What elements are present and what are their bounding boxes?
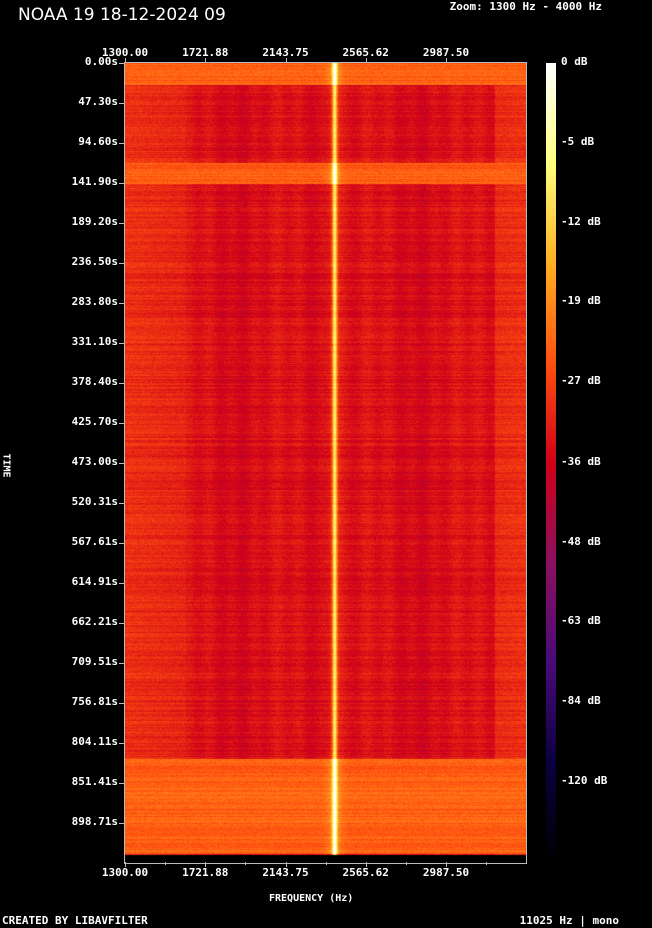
- y-tick-mark: [119, 823, 124, 824]
- y-tick-label: 898.71s: [71, 815, 118, 828]
- y-tick-label: 756.81s: [71, 695, 118, 708]
- x-tick-mark: [446, 862, 447, 867]
- y-tick-mark: [119, 623, 124, 624]
- y-tick-mark: [119, 663, 124, 664]
- y-tick-label: 567.61s: [71, 535, 118, 548]
- x-tick-label: 2987.50: [422, 46, 470, 59]
- x-tick-mark: [125, 58, 126, 62]
- x-tick-label: 2143.75: [262, 46, 309, 59]
- x-tick-mark: [285, 58, 287, 62]
- y-tick-label: 804.11s: [71, 735, 118, 748]
- y-tick-mark: [119, 223, 124, 224]
- colorbar-label: -12 dB: [561, 215, 601, 228]
- x-tick-label: 1300.00: [101, 866, 149, 879]
- colorbar-label: 0 dB: [561, 55, 588, 68]
- x-tick-mark: [205, 58, 207, 62]
- y-tick-label: 520.31s: [71, 495, 118, 508]
- footer-sample-rate: 11025 Hz | mono: [519, 914, 619, 927]
- y-tick-mark: [119, 703, 124, 704]
- x-minor-tick-mark: [325, 862, 327, 865]
- x-minor-tick-mark: [486, 862, 488, 865]
- colorbar-label: -36 dB: [561, 455, 601, 468]
- x-tick-mark: [205, 862, 207, 867]
- colorbar-label: -27 dB: [561, 374, 601, 387]
- x-tick-mark: [285, 862, 287, 867]
- y-tick-label: 425.70s: [71, 415, 118, 428]
- y-tick-label: 614.91s: [71, 575, 118, 588]
- colorbar-label: -48 dB: [561, 535, 601, 548]
- page-title: NOAA 19 18-12-2024 09: [18, 5, 226, 25]
- footer-credit: CREATED BY LIBAVFILTER: [2, 914, 148, 927]
- x-axis-label: FREQUENCY (Hz): [269, 893, 354, 904]
- y-tick-label: 851.41s: [71, 775, 118, 788]
- y-tick-mark: [119, 383, 124, 384]
- x-tick-label: 2987.50: [422, 866, 470, 879]
- colorbar-label: -63 dB: [561, 614, 601, 627]
- y-tick-mark: [119, 63, 124, 64]
- y-tick-mark: [119, 543, 124, 544]
- y-tick-mark: [119, 743, 124, 744]
- y-tick-label: 189.20s: [71, 215, 118, 228]
- x-tick-label: 1721.88: [182, 866, 229, 879]
- x-minor-tick-mark: [405, 862, 407, 865]
- y-tick-label: 331.10s: [71, 335, 118, 348]
- y-tick-label: 141.90s: [71, 175, 118, 188]
- y-tick-label: 47.30s: [78, 95, 118, 108]
- y-tick-label: 378.40s: [71, 375, 118, 388]
- plot-frame: [124, 62, 527, 864]
- y-tick-mark: [119, 503, 124, 504]
- x-tick-mark: [125, 862, 126, 867]
- y-tick-label: 473.00s: [71, 455, 118, 468]
- y-tick-label: 236.50s: [71, 255, 118, 268]
- x-minor-tick-mark: [165, 862, 167, 865]
- y-axis-label: TIME: [0, 453, 12, 478]
- y-tick-mark: [119, 143, 124, 144]
- x-tick-mark: [365, 862, 367, 867]
- y-tick-label: 662.21s: [71, 615, 118, 628]
- x-tick-label: 1721.88: [182, 46, 229, 59]
- x-tick-mark: [446, 58, 447, 62]
- y-tick-mark: [119, 783, 124, 784]
- y-tick-label: 94.60s: [78, 135, 118, 148]
- y-tick-label: 283.80s: [71, 295, 118, 308]
- y-tick-label: 0.00s: [84, 55, 118, 68]
- x-tick-label: 1300.00: [101, 46, 149, 59]
- y-tick-mark: [119, 463, 124, 464]
- colorbar-label: -120 dB: [561, 774, 608, 787]
- y-tick-mark: [119, 263, 124, 264]
- x-minor-tick-mark: [245, 862, 247, 865]
- y-tick-mark: [119, 303, 124, 304]
- colorbar-label: -19 dB: [561, 294, 601, 307]
- colorbar-label: -5 dB: [561, 135, 595, 148]
- y-tick-mark: [119, 583, 124, 584]
- y-tick-mark: [119, 423, 124, 424]
- x-tick-label: 2143.75: [262, 866, 309, 879]
- colorbar-label: -84 dB: [561, 694, 601, 707]
- spectrogram-heatmap: [125, 63, 526, 862]
- y-tick-label: 709.51s: [71, 655, 118, 668]
- y-tick-mark: [119, 343, 124, 344]
- colorbar: [546, 63, 556, 862]
- zoom-range-label: Zoom: 1300 Hz - 4000 Hz: [449, 0, 602, 13]
- y-tick-mark: [119, 183, 124, 184]
- y-tick-mark: [119, 103, 124, 104]
- x-tick-mark: [365, 58, 367, 62]
- x-tick-label: 2565.62: [342, 46, 389, 59]
- x-tick-label: 2565.62: [342, 866, 389, 879]
